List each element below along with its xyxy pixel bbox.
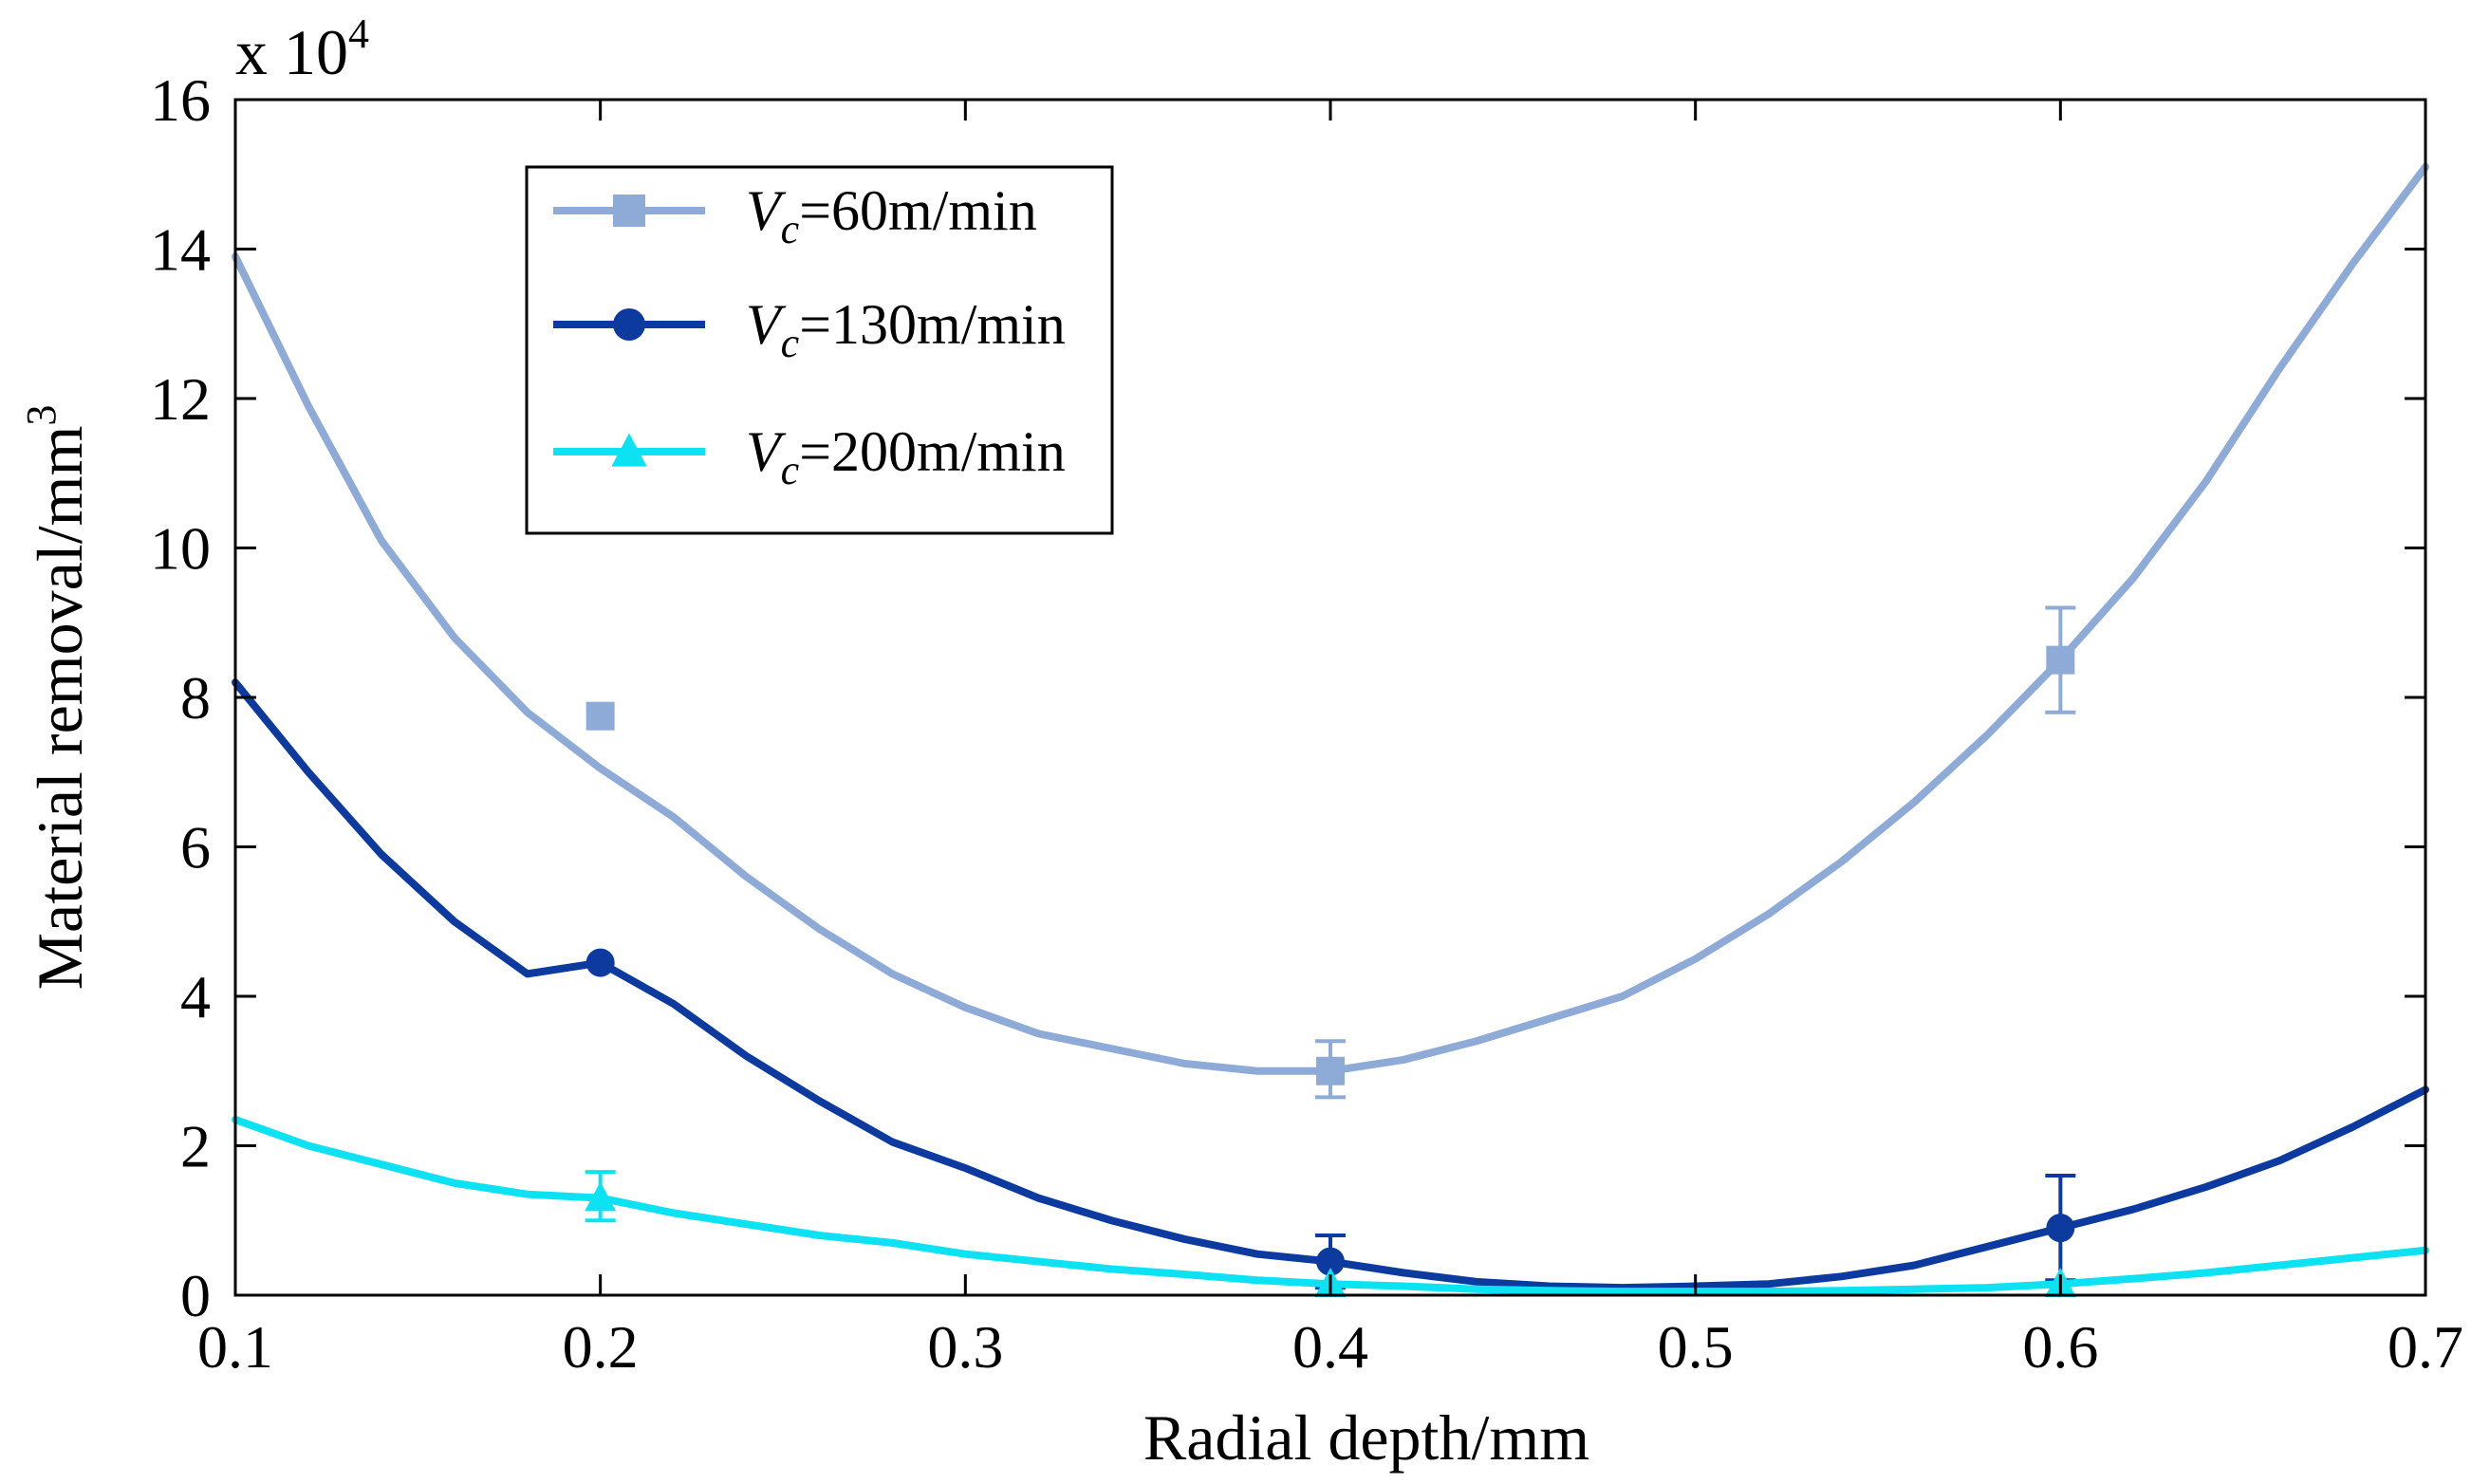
series-circle <box>232 678 2429 1292</box>
x-axis-title: Radial depth/mm <box>1143 1401 1589 1474</box>
legend-entries: Vc=60m/min Vc=130m/min Vc=200m/min <box>553 179 1066 493</box>
data-point-marker <box>2046 645 2075 675</box>
data-point-marker <box>585 948 615 977</box>
y-axis-title: Material removal/mm3 <box>18 405 96 991</box>
legend: Vc=60m/min Vc=130m/min Vc=200m/min <box>525 165 1114 535</box>
legend-marker <box>611 433 647 467</box>
data-point-marker <box>585 1181 617 1212</box>
data-point-marker <box>1316 1056 1345 1085</box>
x-tick-label: 0.5 <box>1658 1313 1734 1381</box>
legend-item: Vc=60m/min <box>553 179 1037 252</box>
x-tick-label: 0.7 <box>2388 1313 2463 1381</box>
y-multiplier: x 104 <box>235 10 369 88</box>
data-point-marker <box>2046 1214 2075 1243</box>
legend-label: Vc=200m/min <box>746 420 1066 493</box>
x-tick-label: 0.3 <box>927 1313 1003 1381</box>
x-tick-label: 0.1 <box>197 1313 273 1381</box>
y-tick-label: 14 <box>150 216 211 284</box>
y-tick-label: 10 <box>150 515 211 583</box>
series-triangle <box>232 1115 2429 1297</box>
data-point-marker <box>1316 1247 1345 1276</box>
legend-marker <box>613 195 645 227</box>
y-tick-label: 4 <box>180 963 211 1030</box>
series-square <box>232 162 2429 1100</box>
data-point-marker <box>585 701 615 731</box>
y-tick-label: 0 <box>180 1262 211 1329</box>
legend-item: Vc=130m/min <box>553 293 1066 366</box>
y-tick-label: 2 <box>180 1113 211 1180</box>
legend-label: Vc=130m/min <box>746 293 1066 366</box>
ticks-layer: 0.1 0.2 0.3 0.4 0.5 0.6 0.7 0 2 4 6 8 10 12 14 16 <box>150 66 2463 1381</box>
legend-marker <box>613 308 645 341</box>
legend-box <box>525 165 1114 535</box>
x-tick-label: 0.6 <box>2022 1313 2098 1381</box>
y-tick-label: 6 <box>180 814 211 881</box>
x-tick-label: 0.2 <box>563 1313 639 1381</box>
legend-label: Vc=60m/min <box>746 179 1037 252</box>
x-tick-label: 0.4 <box>1292 1313 1368 1381</box>
y-tick-label: 8 <box>180 664 211 732</box>
legend-item: Vc=200m/min <box>553 420 1066 493</box>
y-tick-label: 12 <box>150 365 211 433</box>
y-tick-label: 16 <box>150 66 211 134</box>
